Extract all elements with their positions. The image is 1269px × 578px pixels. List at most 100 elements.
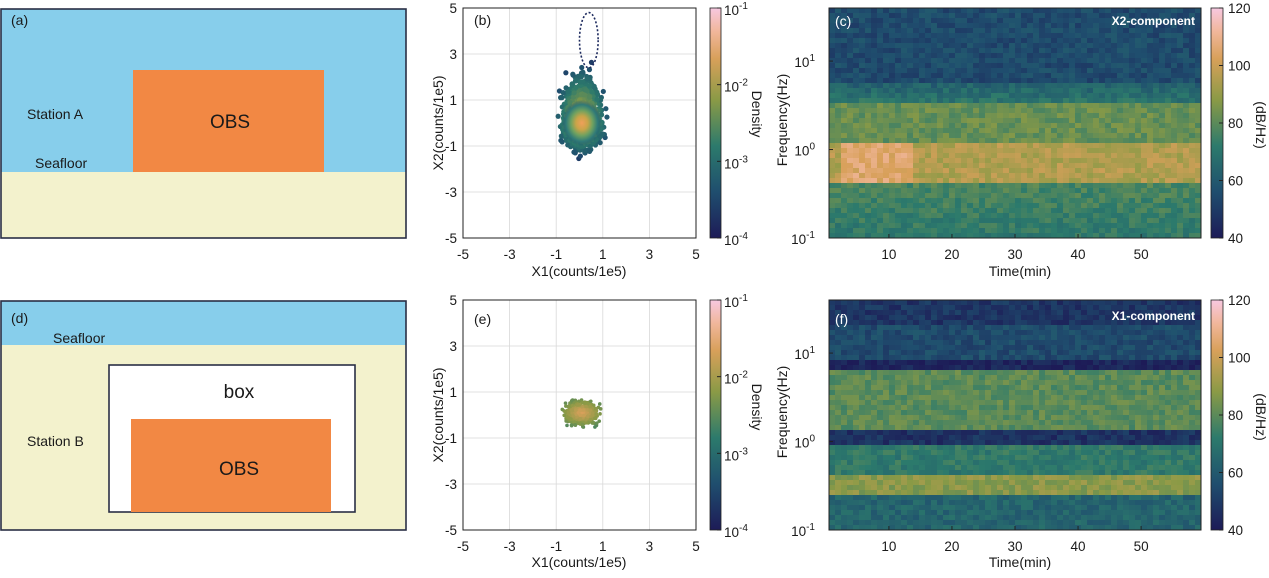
spectrogram-cell: [871, 305, 878, 311]
spectrogram-cell: [901, 8, 908, 14]
spectrogram-cell: [1021, 198, 1028, 204]
spectrogram-cell: [1003, 213, 1010, 219]
spectrogram-cell: [991, 133, 998, 139]
spectrogram-cell: [1159, 38, 1166, 44]
x-tick-label: 1: [599, 247, 607, 262]
spectrogram-cell: [1135, 183, 1142, 189]
spectrogram-cell: [1159, 58, 1166, 64]
spectrogram-cell: [961, 18, 968, 24]
spectrogram-cell: [1021, 38, 1028, 44]
spectrogram-cell: [1141, 103, 1148, 109]
spectrogram-cell: [943, 73, 950, 79]
spectrogram-cell: [919, 208, 926, 214]
spectrogram-cell: [1111, 88, 1118, 94]
spectrogram-cell: [1033, 178, 1040, 184]
spectrogram-cell: [1063, 48, 1070, 54]
spectrogram-cell: [997, 43, 1004, 49]
spectrogram-cell: [955, 58, 962, 64]
spectrogram-cell: [1129, 78, 1136, 84]
spectrogram-cell: [889, 78, 896, 84]
y-tick-label: 1: [449, 93, 457, 108]
spectrogram-cell: [943, 38, 950, 44]
spectrogram-cell: [895, 108, 902, 114]
spectrogram-cell: [1015, 13, 1022, 19]
spectrogram-cell: [1033, 43, 1040, 49]
spectrogram-cell: [1015, 8, 1022, 14]
spectrogram-cell: [913, 138, 920, 144]
spectrogram-cell: [979, 193, 986, 199]
spectrogram-cell: [1075, 8, 1082, 14]
spectrogram-cell: [889, 213, 896, 219]
spectrogram-cell: [1057, 158, 1064, 164]
spectrogram-cell: [895, 128, 902, 134]
spectrogram-cell: [877, 118, 884, 124]
spectrogram-cell: [1153, 33, 1160, 39]
spectrogram-cell: [865, 315, 872, 321]
spectrogram-cell: [901, 315, 908, 321]
spectrogram-cell: [1045, 48, 1052, 54]
spectrogram-cell: [919, 173, 926, 179]
spectrogram-cell: [967, 183, 974, 189]
spectrogram-cell: [1111, 208, 1118, 214]
spectrogram-cell: [865, 158, 872, 164]
spectrogram-cell: [931, 213, 938, 219]
spectrogram-cell: [955, 168, 962, 174]
spectrogram-cell: [1033, 168, 1040, 174]
spectrogram-cell: [1009, 148, 1016, 154]
spectrogram-cell: [967, 228, 974, 234]
spectrogram-cell: [1129, 158, 1136, 164]
spectrogram-cell: [1009, 13, 1016, 19]
spectrogram-cell: [1015, 310, 1022, 316]
spectrogram-cell: [841, 198, 848, 204]
spectrogram-cell: [859, 83, 866, 89]
spectrogram-cell: [979, 133, 986, 139]
spectrogram-cell: [1057, 223, 1064, 229]
spectrogram-cell: [961, 228, 968, 234]
spectrogram-cell: [997, 228, 1004, 234]
spectrogram-cell: [955, 88, 962, 94]
spectrogram-cell: [1117, 158, 1124, 164]
spectrogram-cell: [919, 178, 926, 184]
spectrogram-cell: [985, 108, 992, 114]
spectrogram-cell: [943, 123, 950, 129]
spectrogram-cell: [1111, 63, 1118, 69]
spectrogram-cell: [961, 78, 968, 84]
spectrogram-cell: [937, 43, 944, 49]
spectrogram-cell: [943, 68, 950, 74]
spectrogram-cell: [1135, 113, 1142, 119]
spectrogram-cell: [1177, 168, 1184, 174]
spectrogram-cell: [913, 223, 920, 229]
spectrogram-cell: [1189, 153, 1196, 159]
spectrogram-cell: [1165, 138, 1172, 144]
spectrogram-cell: [829, 38, 836, 44]
spectrogram-cell: [937, 53, 944, 59]
spectrogram-cell: [1057, 218, 1064, 224]
spectrogram-cell: [1123, 83, 1130, 89]
spectrogram-cell: [895, 163, 902, 169]
spectrogram-cell: [1183, 178, 1190, 184]
spectrogram-cell: [835, 158, 842, 164]
spectrogram-cell: [1135, 53, 1142, 59]
scatter-point: [585, 76, 590, 81]
spectrogram-cell: [925, 228, 932, 234]
spectrogram-cell: [1111, 43, 1118, 49]
spectrogram-cell: [1009, 188, 1016, 194]
spectrogram-cell: [937, 108, 944, 114]
spectrogram-cell: [991, 13, 998, 19]
spectrogram-cell: [979, 315, 986, 321]
spectrogram-cell: [907, 33, 914, 39]
spectrogram-cell: [1057, 93, 1064, 99]
spectrogram-cell: [1099, 93, 1106, 99]
spectrogram-cell: [1081, 118, 1088, 124]
spectrogram-cell: [961, 53, 968, 59]
spectrogram-cell: [919, 168, 926, 174]
spectrogram-cell: [943, 223, 950, 229]
spectrogram-cell: [1051, 83, 1058, 89]
spectrogram-cell: [865, 103, 872, 109]
spectrogram-cell: [901, 23, 908, 29]
spectrogram-cell: [889, 148, 896, 154]
spectrogram-cell: [1135, 133, 1142, 139]
spectrogram-cell: [1135, 93, 1142, 99]
spectrogram-cell: [1015, 143, 1022, 149]
spectrogram-cell: [991, 138, 998, 144]
